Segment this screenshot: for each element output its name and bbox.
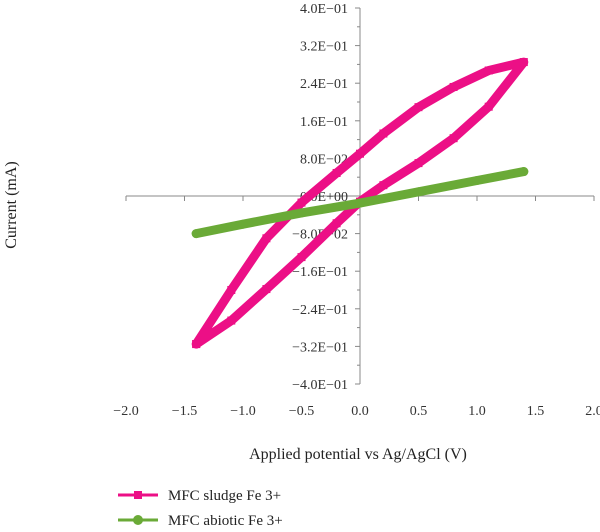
legend: MFC sludge Fe 3+ MFC abiotic Fe 3+	[118, 488, 283, 529]
legend-marker	[134, 491, 142, 499]
x-tick-label: −1.5	[172, 404, 197, 419]
data-point	[332, 168, 341, 177]
plot-area	[191, 57, 529, 349]
data-point	[332, 219, 341, 228]
data-point	[519, 58, 528, 67]
y-axis-title: Current (mA)	[3, 161, 20, 249]
data-point	[355, 198, 365, 208]
data-point	[484, 102, 493, 111]
data-point	[379, 129, 388, 138]
data-point	[297, 208, 306, 218]
data-point	[262, 234, 271, 243]
x-tick-label: 1.0	[468, 404, 486, 419]
y-tick-label: 8.0E−02	[300, 152, 348, 167]
x-tick-label: 2.0	[585, 404, 600, 419]
y-tick-label: 1.6E−01	[300, 115, 348, 130]
data-point	[449, 134, 458, 143]
data-point	[449, 82, 458, 91]
legend-label: MFC sludge Fe 3+	[168, 488, 281, 504]
data-point	[192, 340, 201, 349]
data-point	[238, 219, 248, 229]
x-axis-ticks: −2.0 −1.5 −1.0 −0.5 0.0 0.5 1.0 1.5 2.0	[113, 196, 600, 419]
data-point	[297, 253, 306, 262]
x-axis-title: Applied potential vs Ag/AgCl (V)	[249, 446, 467, 463]
x-tick-label: 0.0	[351, 404, 369, 419]
data-point	[227, 316, 236, 325]
legend-label: MFC abiotic Fe 3+	[168, 513, 283, 529]
data-point	[191, 229, 201, 239]
x-tick-label: −1.0	[230, 404, 255, 419]
data-point	[356, 149, 364, 158]
data-point	[414, 187, 423, 197]
data-point	[472, 175, 482, 185]
data-point	[379, 181, 388, 190]
data-point	[414, 103, 423, 112]
data-point	[297, 198, 306, 207]
y-tick-label: 4.0E−01	[300, 2, 348, 17]
y-tick-label: −1.6E−01	[292, 265, 348, 280]
data-point	[227, 286, 236, 294]
y-tick-label: −2.4E−01	[292, 303, 348, 318]
x-tick-label: −0.5	[289, 404, 314, 419]
y-tick-label: −4.0E−01	[292, 378, 348, 393]
legend-marker	[133, 515, 143, 525]
data-point	[414, 159, 423, 168]
x-tick-label: 0.5	[410, 404, 428, 419]
x-tick-label: 1.5	[527, 404, 545, 419]
y-tick-label: 2.4E−01	[300, 77, 348, 92]
y-tick-label: −3.2E−01	[292, 340, 348, 355]
y-tick-label: 3.2E−01	[300, 40, 348, 55]
data-point	[519, 167, 529, 177]
x-tick-label: −2.0	[113, 404, 138, 419]
data-point	[262, 285, 271, 294]
data-point	[484, 66, 493, 75]
